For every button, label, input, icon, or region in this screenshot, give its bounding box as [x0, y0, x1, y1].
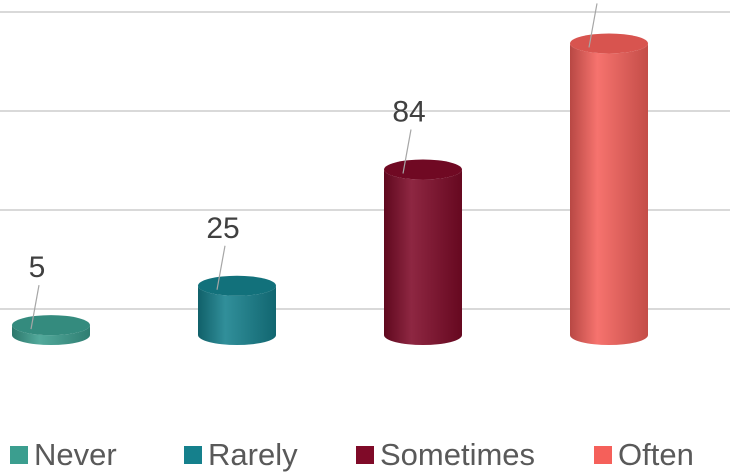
legend-label-rarely: Rarely [208, 437, 298, 472]
data-labels: 5 25 84 148 [29, 0, 620, 330]
bars [12, 33, 648, 345]
leader-line-rarely [216, 245, 226, 290]
legend: Never Rarely Sometimes Often [0, 428, 730, 473]
legend-label-sometimes: Sometimes [380, 437, 536, 472]
bar-body-rarely [198, 285, 276, 345]
legend-swatch-rarely [184, 446, 202, 464]
legend-swatch-often [594, 446, 612, 464]
data-label-rarely: 25 [206, 212, 239, 245]
leader-line-never [30, 285, 40, 330]
bar-body-often [570, 43, 648, 345]
leader-line-sometimes [402, 129, 412, 174]
data-label-sometimes: 84 [392, 96, 425, 129]
leader-line-often [588, 3, 598, 48]
legend-item-rarely: Rarely [184, 438, 298, 472]
bar-sometimes [384, 159, 462, 345]
bar-rarely [198, 275, 276, 345]
bar-body-sometimes [384, 169, 462, 345]
data-label-never: 5 [29, 251, 46, 284]
bar-chart: 5 25 84 148 [0, 0, 730, 345]
legend-swatch-never [10, 446, 28, 464]
legend-item-often: Often [594, 438, 694, 472]
bar-never [12, 315, 90, 345]
bar-top-rarely [198, 275, 276, 296]
bar-top-sometimes [384, 159, 462, 180]
legend-swatch-sometimes [356, 446, 374, 464]
bar-top-often [570, 33, 648, 54]
legend-label-never: Never [34, 437, 117, 472]
bar-often [570, 33, 648, 345]
legend-item-sometimes: Sometimes [356, 438, 535, 472]
bar-top-never [12, 315, 90, 336]
legend-label-often: Often [618, 437, 694, 472]
bar-body-never [12, 325, 90, 345]
data-label-often: 148 [570, 0, 620, 2]
legend-item-never: Never [10, 438, 117, 472]
